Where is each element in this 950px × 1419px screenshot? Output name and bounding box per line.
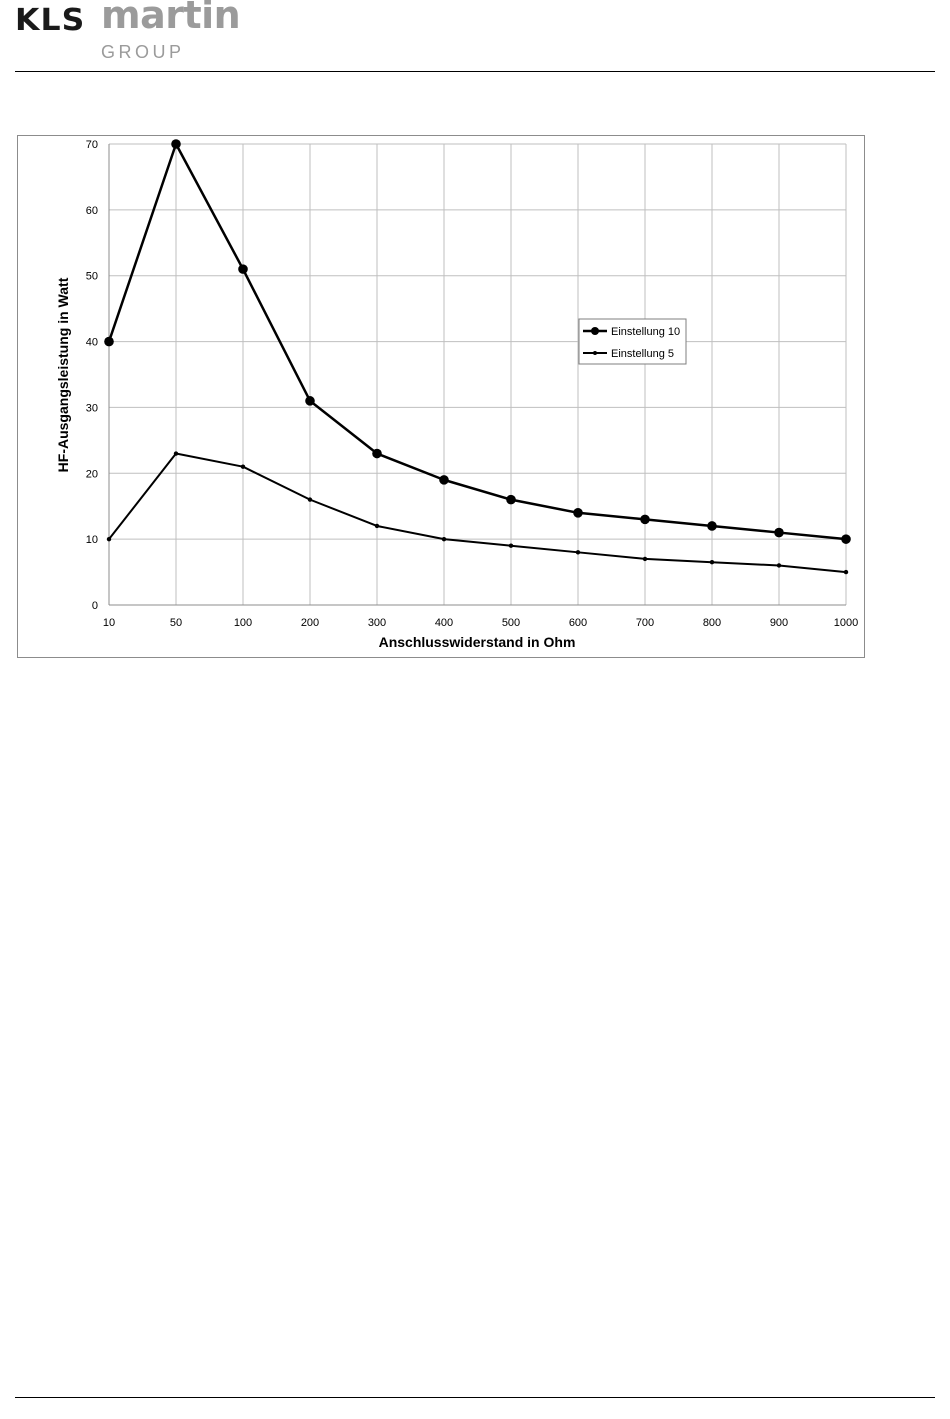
data-point <box>841 534 851 544</box>
data-point <box>774 527 784 538</box>
y-tick-label: 30 <box>86 402 98 414</box>
data-point <box>104 336 114 347</box>
x-tick-label: 200 <box>301 617 319 629</box>
data-point <box>506 494 516 505</box>
chart-axes: 0 10 20 30 40 50 60 70 10 50 100 200 300 400 500 600 700… <box>86 139 858 629</box>
line-chart: 0 10 20 30 40 50 60 70 10 50 100 200 300 400 500 600 700… <box>55 139 858 650</box>
data-point <box>173 451 179 456</box>
chart-legend: Einstellung 10 Einstellung 5 <box>578 318 687 365</box>
data-point <box>374 523 380 529</box>
data-point <box>707 521 717 531</box>
data-point <box>238 264 248 274</box>
data-point <box>171 139 181 149</box>
data-point <box>642 556 648 562</box>
data-point <box>305 396 315 406</box>
page-header: KLS martin GROUP <box>0 0 950 72</box>
x-tick-label: 500 <box>502 617 520 629</box>
legend-label: Einstellung 5 <box>611 348 674 360</box>
data-point <box>508 543 514 548</box>
x-tick-label: 700 <box>636 617 654 629</box>
data-point <box>240 464 246 469</box>
y-tick-label: 40 <box>86 337 98 349</box>
data-point <box>575 550 581 555</box>
data-point <box>776 563 782 568</box>
y-tick-label: 20 <box>86 468 98 480</box>
legend-marker <box>593 351 597 355</box>
legend-label: Einstellung 10 <box>611 326 680 338</box>
x-tick-label: 800 <box>703 617 721 629</box>
x-tick-label: 10 <box>103 617 115 629</box>
y-tick-label: 10 <box>86 534 98 546</box>
data-point <box>640 514 650 525</box>
data-point <box>307 497 313 502</box>
x-tick-label: 300 <box>368 617 386 629</box>
data-point <box>843 569 849 575</box>
x-axis-title: Anschlusswiderstand in Ohm <box>379 634 576 650</box>
x-tick-label: 400 <box>435 617 453 629</box>
x-tick-label: 600 <box>569 617 587 629</box>
series-line-2 <box>108 452 847 574</box>
data-point <box>709 559 715 565</box>
legend-marker <box>591 327 599 335</box>
chart-grid <box>108 143 847 606</box>
footer-divider <box>15 1397 935 1398</box>
legend-box <box>578 318 687 365</box>
series-line-1 <box>107 142 847 541</box>
x-tick-label: 50 <box>170 617 182 629</box>
y-tick-label: 60 <box>86 205 98 217</box>
x-tick-label: 900 <box>770 617 788 629</box>
data-point <box>106 536 112 542</box>
chart-frame <box>17 135 865 658</box>
chart-series <box>104 139 851 575</box>
data-point <box>372 448 382 459</box>
y-tick-label: 0 <box>92 600 98 612</box>
header-divider <box>15 71 935 72</box>
y-tick-label: 50 <box>86 271 98 283</box>
data-point <box>439 475 449 485</box>
x-tick-label: 100 <box>234 617 252 629</box>
logo-martin-text: martin <box>101 0 241 37</box>
x-tick-label: 1000 <box>834 617 858 629</box>
logo-kls-text: KLS <box>15 3 86 38</box>
y-tick-label: 70 <box>86 139 98 151</box>
data-point <box>573 508 583 518</box>
data-point <box>441 536 447 542</box>
logo-group-text: GROUP <box>101 42 185 62</box>
y-axis-title: HF-Ausgangsleistung in Watt <box>55 277 71 472</box>
